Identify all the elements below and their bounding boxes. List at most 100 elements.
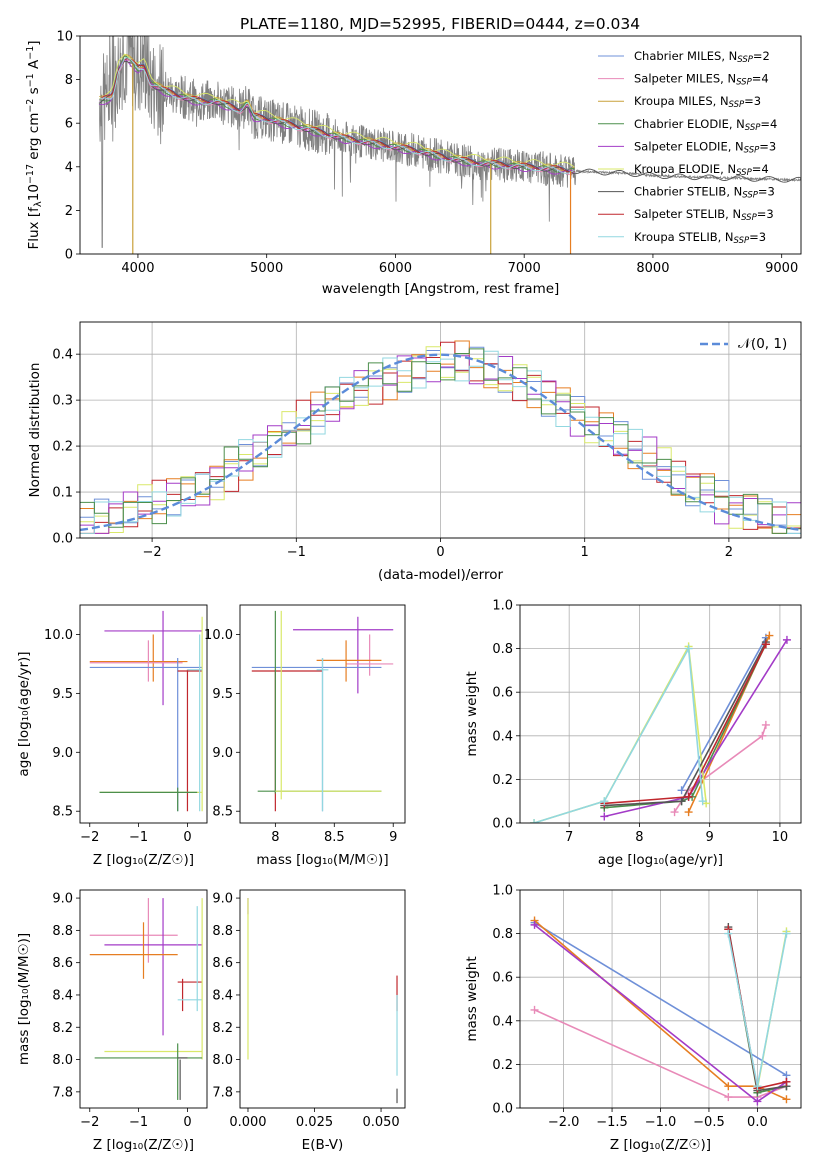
legend-label: Kroupa ELODIE, NSSP=4 xyxy=(634,162,769,178)
x-tick-label: 0 xyxy=(436,545,444,560)
axes-frame xyxy=(79,604,208,824)
weight-series xyxy=(677,633,770,795)
legend-entry: Chabrier STELIB, NSSP=3 xyxy=(598,185,775,201)
y-tick-label: 0.0 xyxy=(492,1102,513,1117)
y-tick-label: 7.8 xyxy=(52,1085,73,1100)
y-tick-label: 0.6 xyxy=(492,971,513,986)
legend-entry: Salpeter STELIB, NSSP=3 xyxy=(598,207,774,223)
errorbar-point xyxy=(316,640,382,682)
legend-entry: Salpeter ELODIE, NSSP=3 xyxy=(598,139,776,156)
y-tick-label: 8.4 xyxy=(52,988,73,1003)
x-tick-label: 9 xyxy=(706,830,714,845)
weight-marker xyxy=(600,812,609,821)
x-tick-label: −1 xyxy=(129,1115,148,1130)
x-tick-label: 9000 xyxy=(765,261,798,276)
x-tick-label: 7 xyxy=(565,830,573,845)
model-spectrum-line xyxy=(99,58,575,173)
weight-marker xyxy=(677,797,686,806)
weight-marker xyxy=(758,731,767,740)
x-tick-label: 8 xyxy=(271,830,279,845)
legend-label: Salpeter STELIB, NSSP=3 xyxy=(634,207,774,223)
z_weight-plot-area xyxy=(530,916,791,1106)
legend-entry: Kroupa ELODIE, NSSP=4 xyxy=(598,162,769,178)
ebv_mass-panel: 0.000 0.025 0.050 7.8 8.0 8.2 8.4 8.6 8.8 9.0 E(B-… xyxy=(212,889,406,1153)
weight-marker xyxy=(761,720,770,729)
x-tick-label: −0.5 xyxy=(693,1115,725,1130)
legend-label: Salpeter MILES, NSSP=4 xyxy=(634,72,769,88)
legend-label: Chabrier ELODIE, NSSP=4 xyxy=(634,117,777,133)
residual-histogram-step xyxy=(80,350,801,534)
model-spectrum-line xyxy=(99,53,575,168)
x-tick-label: 2 xyxy=(725,545,733,560)
x-tick-label: 4000 xyxy=(121,261,154,276)
y-tick-label: 9.0 xyxy=(212,746,233,761)
x-tick-label: −2 xyxy=(143,545,162,560)
errorbar-point xyxy=(187,634,203,812)
y-axis-label: mass weight xyxy=(464,671,480,756)
legend-entry: Kroupa STELIB, NSSP=3 xyxy=(598,230,766,246)
spectrum-plot-area xyxy=(98,36,801,254)
weight-marker xyxy=(684,808,693,817)
y-tick-label: 6 xyxy=(65,117,73,132)
weight-marker xyxy=(782,1095,791,1104)
x-tick-label: 7000 xyxy=(508,261,541,276)
x-tick-label: 0.0 xyxy=(747,1115,768,1130)
weight-marker xyxy=(761,640,770,649)
x-tick-label: 6000 xyxy=(379,261,412,276)
errorbar-point xyxy=(89,640,183,682)
weight-marker xyxy=(724,1093,733,1102)
x-axis-label: Z [log₁₀(Z/Z☉)] xyxy=(93,1137,194,1153)
y-tick-label: 8.5 xyxy=(52,805,73,820)
figure-title: PLATE=1180, MJD=52995, FIBERID=0444, z=0… xyxy=(240,15,640,33)
weight-series xyxy=(530,644,707,823)
axes-frame xyxy=(79,35,802,255)
y-tick-label: 8.8 xyxy=(52,924,73,939)
legend-label: Salpeter ELODIE, NSSP=3 xyxy=(634,139,776,155)
age_weight-panel: 7 8 9 10 0.0 0.2 0.4 0.6 0.8 1.0 age [log₁₀(age/yr… xyxy=(464,599,802,868)
legend-entry: Chabrier ELODIE, NSSP=4 xyxy=(598,117,777,133)
x-tick-label: −1 xyxy=(129,830,148,845)
y-tick-label: 0.2 xyxy=(52,440,73,455)
y-tick-label: 8.0 xyxy=(212,1053,233,1068)
y-axis-label: Normed distribution xyxy=(27,363,43,498)
errorbar-point xyxy=(177,669,203,812)
y-tick-label: 0.8 xyxy=(492,927,513,942)
y-tick-label: 0.4 xyxy=(52,348,73,363)
x-axis-label: E(B-V) xyxy=(302,1137,344,1153)
legend-label: 𝒩(0, 1) xyxy=(738,336,787,352)
legend-entry: Kroupa MILES, NSSP=3 xyxy=(598,94,761,110)
model-spectrum-line xyxy=(99,54,575,172)
observed-spectrum-line xyxy=(98,36,801,248)
weight-line xyxy=(533,645,704,823)
z_age-plot-area xyxy=(89,610,203,812)
x-tick-label: −2 xyxy=(80,1115,99,1130)
weight-line xyxy=(604,643,767,809)
residuals-plot-area xyxy=(80,340,801,534)
y-tick-label: 8.4 xyxy=(212,988,233,1003)
weight-series xyxy=(724,929,791,1091)
errorbar-point xyxy=(104,898,203,1060)
mass_age-panel: 8 8.5 9 8.5 9.0 9.5 10.0 mass [log₁₀(M/M☉)] xyxy=(204,604,406,868)
x-tick-label: −1.0 xyxy=(645,1115,677,1130)
y-tick-label: 9.5 xyxy=(52,687,73,702)
weight-marker xyxy=(724,929,733,938)
axes-frame xyxy=(239,889,406,1109)
weight-series xyxy=(600,640,770,812)
normal-distribution-curve xyxy=(80,353,801,532)
y-tick-label: 1.0 xyxy=(492,884,513,899)
residuals-panel: −2 −1 0 1 2 0.0 0.1 0.2 0.3 0.4 (data-model)/error… xyxy=(27,321,802,583)
errorbar-point xyxy=(89,922,178,979)
x-tick-label: 8 xyxy=(635,830,643,845)
x-axis-label: (data-model)/error xyxy=(378,567,504,583)
x-axis-label: wavelength [Angstrom, rest frame] xyxy=(322,281,560,297)
weight-marker xyxy=(600,797,609,806)
y-tick-label: 2 xyxy=(65,204,73,219)
x-axis-label: Z [log₁₀(Z/Z☉)] xyxy=(93,852,194,868)
axes-frame xyxy=(519,889,802,1109)
weight-marker xyxy=(782,929,791,938)
weight-marker xyxy=(530,920,539,929)
errorbar-point xyxy=(251,669,323,812)
y-tick-label: 8 xyxy=(65,73,73,88)
y-tick-label: 0.2 xyxy=(492,773,513,788)
weight-marker xyxy=(753,1082,762,1091)
